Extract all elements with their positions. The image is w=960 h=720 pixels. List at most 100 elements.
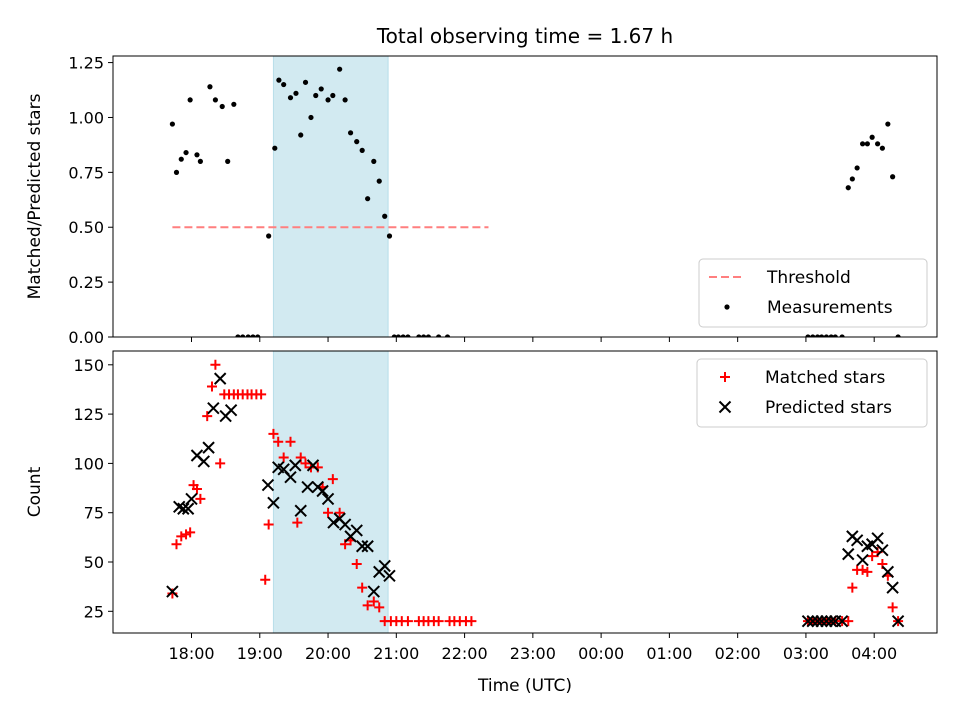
measurement-point	[337, 66, 343, 72]
x-tick-label: 03:00	[783, 644, 829, 663]
matched-star-point	[260, 574, 271, 585]
legend-label: Matched stars	[765, 368, 885, 388]
measurement-point	[225, 158, 231, 164]
measurement-point	[416, 334, 422, 337]
predicted-star-point	[378, 559, 391, 573]
predicted-star-point	[350, 524, 363, 537]
bottom-axes-frame	[112, 350, 938, 634]
predicted-star-point	[327, 516, 340, 529]
top-y-axis-label: Matched/Predicted stars	[25, 93, 45, 299]
x-tick-label: 19:00	[237, 644, 283, 663]
top-legend: Threshold Measurements	[698, 258, 928, 328]
y-tick-label: 1.00	[68, 108, 104, 127]
measurement-point	[376, 178, 382, 184]
measurement-point	[819, 334, 825, 337]
predicted-star-point	[301, 480, 314, 494]
y-tick-label: 0.00	[68, 328, 104, 347]
matched-star-point	[843, 616, 854, 627]
predicted-star-point	[820, 614, 833, 628]
legend-measurement-swatch	[724, 304, 730, 310]
matched-star-point	[202, 411, 213, 422]
predicted-star-point	[224, 403, 238, 417]
measurement-point	[207, 84, 213, 90]
measurement-point	[354, 139, 360, 145]
measurement-point	[293, 90, 299, 96]
measurement-point	[371, 158, 377, 164]
y-tick-label: 0.50	[68, 218, 104, 237]
predicted-star-point	[207, 401, 220, 415]
measurement-point	[895, 334, 901, 337]
measurement-point	[845, 185, 851, 191]
measurement-point	[405, 334, 411, 337]
x-tick-label: 18:00	[168, 644, 214, 663]
predicted-star-point	[289, 459, 302, 472]
top-y-axis: 0.00 0.25 0.50 0.75 1.00 1.25	[68, 54, 113, 347]
measurement-point	[810, 334, 816, 337]
matched-star-point	[847, 582, 858, 593]
measurement-point	[359, 147, 365, 153]
y-tick-label: 125	[73, 405, 104, 424]
measurement-point	[298, 132, 304, 138]
bottom-series-1	[167, 359, 904, 627]
predicted-star-point	[284, 471, 297, 484]
measurement-point	[287, 95, 294, 101]
chart-title: Total observing time = 1.67 h	[376, 24, 673, 48]
y-tick-label: 1.25	[68, 54, 104, 73]
bottom-legend: Matched stars Predicted stars	[696, 358, 928, 428]
matched-star-point	[176, 531, 187, 542]
predicted-star-point	[177, 502, 190, 515]
x-tick-label: 21:00	[373, 644, 419, 663]
matched-star-point	[362, 600, 373, 611]
predicted-star-point	[842, 547, 855, 561]
matched-star-point	[862, 566, 873, 577]
bottom-y-axis: 25 50 75 100 125 150	[73, 356, 113, 621]
predicted-star-point	[316, 484, 329, 498]
matched-star-point	[256, 389, 267, 400]
measurement-point	[250, 334, 256, 337]
predicted-star-point	[876, 543, 889, 557]
x-tick-label: 20:00	[305, 644, 351, 663]
measurement-point	[342, 97, 348, 103]
x-tick-label: 04:00	[851, 644, 897, 663]
matched-star-point	[195, 493, 206, 504]
predicted-star-point	[321, 492, 335, 506]
measurement-point	[347, 130, 354, 136]
predicted-star-point	[881, 565, 895, 579]
matched-star-point	[210, 359, 221, 370]
measurement-point	[832, 334, 838, 337]
measurement-point	[173, 169, 180, 175]
predicted-star-point	[261, 478, 275, 492]
bottom-observing-window	[272, 351, 389, 633]
top-panel: 0.00 0.25 0.50 0.75 1.00 1.25 Matched/Predicte…	[25, 24, 938, 347]
predicted-star-point	[835, 614, 849, 628]
matched-star-point	[171, 539, 182, 550]
matched-star-point	[433, 616, 444, 627]
predicted-star-point	[338, 518, 352, 531]
predicted-star-point	[871, 532, 884, 545]
measurement-point	[839, 334, 845, 337]
predicted-star-point	[850, 534, 864, 547]
y-tick-label: 150	[73, 356, 104, 375]
matched-star-point	[374, 602, 385, 613]
measurement-point	[444, 334, 451, 337]
predicted-star-point	[383, 569, 396, 583]
legend-label: Predicted stars	[765, 398, 892, 418]
predicted-star-point	[824, 614, 838, 628]
measurement-point	[240, 334, 246, 337]
measurement-point	[194, 152, 200, 158]
matched-star-point	[185, 527, 196, 538]
measurement-point	[386, 233, 393, 239]
matched-star-point	[327, 474, 338, 485]
measurement-point	[854, 165, 860, 171]
matched-star-point	[292, 517, 303, 528]
predicted-star-point	[806, 614, 819, 628]
predicted-star-point	[185, 492, 198, 506]
bottom-panel: 25 50 75 100 125 150 18:00 19:00 20:00 21:00 22:00…	[25, 350, 938, 696]
measurement-point	[231, 101, 237, 107]
matched-star-point	[300, 458, 311, 469]
bottom-series-2	[166, 372, 905, 628]
top-series-2	[169, 66, 901, 337]
matched-star-point	[215, 458, 226, 469]
matched-star-point	[867, 551, 878, 562]
measurement-point	[313, 92, 319, 99]
